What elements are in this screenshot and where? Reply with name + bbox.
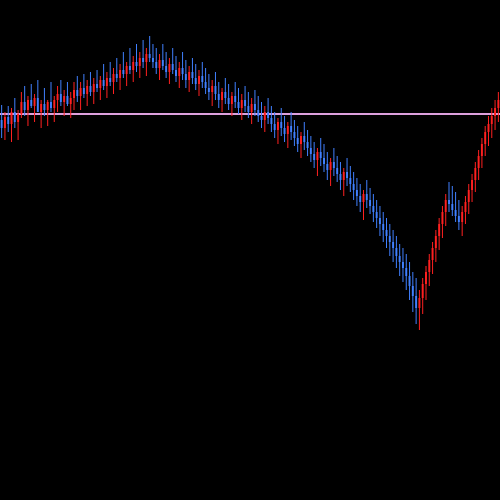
candlestick-chart — [0, 0, 500, 500]
